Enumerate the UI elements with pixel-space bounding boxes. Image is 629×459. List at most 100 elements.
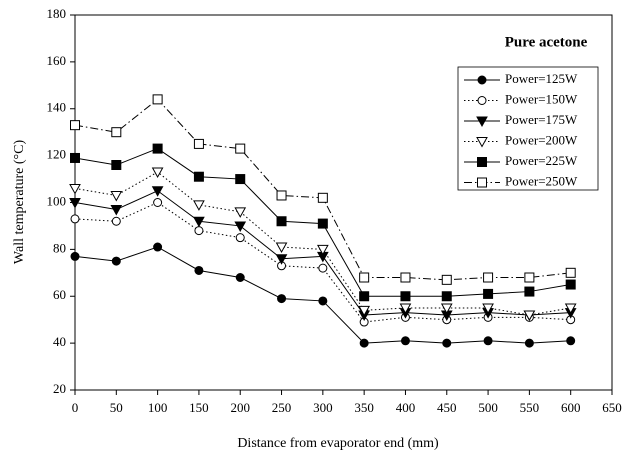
point (565, 279, 576, 290)
point (70, 120, 80, 131)
point (193, 200, 205, 211)
x-tick-label: 450 (437, 400, 457, 415)
point (276, 216, 287, 227)
point (193, 171, 204, 182)
point (524, 286, 535, 297)
point (359, 272, 370, 283)
point (110, 205, 123, 216)
point (110, 190, 123, 202)
legend-title: Pure acetone (505, 34, 588, 50)
point (399, 303, 412, 314)
point (316, 244, 329, 256)
legend-marker (477, 157, 487, 167)
x-tick-label: 0 (72, 400, 79, 415)
legend-marker (476, 116, 488, 128)
point (482, 303, 494, 314)
point (194, 226, 204, 236)
point (70, 152, 80, 163)
point (524, 272, 535, 283)
point (70, 214, 80, 224)
point (440, 303, 453, 314)
x-tick-label: 600 (561, 400, 581, 415)
point (400, 336, 410, 346)
y-tick-label: 180 (47, 6, 67, 21)
point (566, 336, 576, 346)
x-tick-label: 200 (230, 400, 250, 415)
point (276, 190, 287, 201)
point (193, 216, 205, 228)
point (152, 94, 163, 105)
point (483, 288, 494, 299)
point (235, 233, 245, 243)
y-tick-label: 80 (53, 240, 66, 255)
legend-marker (477, 75, 487, 85)
x-tick-label: 50 (110, 400, 123, 415)
point (564, 303, 577, 314)
legend-label: Power=150W (505, 91, 578, 106)
point (400, 272, 411, 283)
x-tick-label: 250 (272, 400, 292, 415)
point (194, 265, 204, 275)
point (483, 272, 494, 283)
point (70, 251, 80, 261)
y-tick-label: 40 (53, 334, 66, 349)
legend-label: Power=125W (505, 71, 578, 86)
x-tick-label: 300 (313, 400, 333, 415)
point (483, 336, 493, 346)
point (152, 143, 163, 154)
point (275, 242, 288, 254)
point (358, 305, 371, 317)
point (151, 167, 164, 179)
point (359, 291, 370, 302)
point (235, 174, 246, 185)
point (317, 218, 328, 229)
point (235, 273, 245, 282)
point (111, 160, 122, 170)
legend-label: Power=250W (505, 173, 578, 188)
point (193, 138, 204, 149)
x-axis-title: Distance from evaporator end (mm) (237, 436, 439, 451)
y-tick-label: 120 (47, 147, 67, 162)
point (235, 143, 246, 154)
y-tick-label: 140 (47, 100, 67, 115)
point (524, 338, 534, 348)
x-tick-label: 400 (396, 400, 416, 415)
point (234, 207, 247, 218)
point (111, 256, 121, 266)
point (111, 216, 121, 226)
legend-label: Power=200W (505, 132, 578, 147)
point (153, 242, 163, 252)
y-tick-label: 160 (47, 53, 67, 68)
point (69, 198, 81, 209)
y-tick-label: 60 (53, 287, 66, 302)
point (111, 127, 122, 138)
point (359, 338, 369, 348)
point (441, 291, 452, 302)
x-tick-label: 100 (148, 400, 168, 415)
point (565, 267, 576, 278)
legend-box (457, 66, 599, 191)
x-tick-label: 150 (189, 400, 209, 415)
point (441, 274, 452, 285)
legend-label: Power=225W (505, 153, 578, 168)
legend-marker (477, 177, 487, 188)
x-tick-label: 550 (520, 400, 540, 415)
point (234, 221, 247, 232)
point (317, 192, 328, 203)
y-tick-label: 100 (47, 193, 67, 208)
legend-label: Power=175W (505, 112, 578, 127)
point (69, 183, 81, 195)
point (151, 186, 164, 197)
x-tick-label: 650 (602, 400, 622, 415)
point (153, 198, 163, 207)
x-tick-label: 350 (354, 400, 374, 415)
x-tick-label: 500 (478, 400, 498, 415)
point (442, 338, 452, 348)
point (318, 296, 328, 306)
point (275, 254, 288, 265)
legend-marker (476, 137, 488, 148)
y-tick-label: 20 (53, 381, 66, 396)
legend-marker (477, 96, 487, 105)
point (523, 310, 536, 322)
